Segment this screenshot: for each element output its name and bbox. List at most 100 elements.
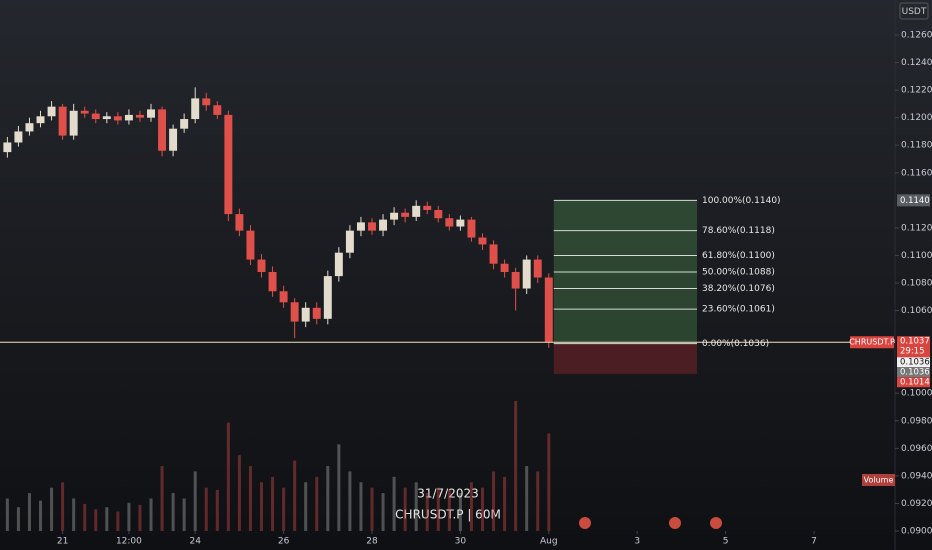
y-tick-label: 0.1260	[901, 31, 932, 41]
volume-bar	[94, 509, 98, 531]
volume-bar	[72, 498, 76, 531]
volume-bar	[149, 498, 153, 531]
y-tick-label: 0.1000	[901, 389, 932, 399]
entry-tag-bg	[897, 367, 930, 378]
volume-bar	[447, 489, 451, 531]
candle-body	[69, 110, 78, 136]
candle-body	[522, 259, 531, 289]
volume-bar	[39, 500, 43, 531]
candle-body	[456, 219, 465, 227]
candle-body	[533, 259, 542, 278]
volume-bar	[215, 489, 219, 531]
candle-body	[14, 131, 23, 143]
candle-body	[500, 263, 509, 272]
volume-bar	[536, 471, 540, 531]
volume-bar	[248, 466, 252, 531]
volume-bar	[293, 460, 297, 531]
candle-body	[345, 230, 354, 253]
candle-body	[489, 244, 498, 264]
fib-label: 100.00%(0.1140)	[702, 196, 781, 206]
volume-tag-bg	[862, 474, 895, 486]
candle-body	[356, 222, 365, 231]
volume-bar	[27, 493, 31, 531]
candle-body	[213, 105, 222, 115]
volume-bar	[370, 487, 374, 531]
fib-label: 38.20%(0.1076)	[702, 284, 775, 294]
candle-body	[290, 302, 299, 322]
fib-top-tag-bg	[897, 194, 930, 207]
quote-label: USDT	[902, 7, 927, 17]
candle-body	[235, 214, 244, 231]
y-tick-label: 0.0960	[901, 444, 932, 454]
y-tick-label: 0.1200	[901, 113, 932, 123]
candle-body	[412, 205, 421, 217]
candle-body	[158, 109, 167, 151]
volume-bar	[547, 433, 551, 531]
x-tick-label: 30	[455, 537, 467, 547]
quote-box	[899, 2, 929, 20]
candle-body	[246, 230, 255, 260]
volume-bar	[326, 466, 330, 531]
symbol-tag: CHRUSDT.P	[849, 338, 895, 347]
volume-bar	[138, 505, 142, 531]
volume-bar	[50, 487, 54, 531]
candle-body	[268, 271, 277, 292]
candle-body	[544, 277, 553, 343]
y-tick-label: 0.1160	[901, 168, 932, 178]
stop-tag: 0.1014	[900, 378, 930, 388]
x-tick-label: 26	[278, 537, 290, 547]
symbol-tag-bg	[850, 336, 894, 349]
volume-bar	[83, 503, 87, 531]
entry-tag-bg	[897, 357, 930, 368]
y-tick-label: 0.0940	[901, 471, 932, 481]
x-tick-label: Aug	[540, 537, 558, 547]
candle-body	[3, 142, 12, 153]
volume-bar	[171, 493, 175, 531]
x-tick-label: 24	[189, 537, 201, 547]
countdown: 29:15	[900, 347, 925, 357]
candle-body	[80, 110, 89, 114]
y-tick-label: 0.1240	[901, 58, 932, 68]
candle-body	[180, 119, 189, 129]
fib-label: 23.60%(0.1061)	[702, 305, 775, 315]
candle-body	[169, 128, 178, 151]
volume-bar	[337, 444, 341, 531]
candle-body	[368, 222, 376, 231]
fib-label: 50.00%(0.1088)	[702, 267, 775, 277]
volume-bar	[105, 507, 109, 531]
candle-body	[511, 271, 520, 289]
volume-bar	[359, 482, 363, 531]
volume-bar	[160, 466, 164, 531]
volume-bar	[226, 422, 230, 531]
current-price-tag: 0.1037	[900, 337, 930, 347]
volume-bar	[525, 466, 529, 531]
candle-body	[390, 212, 399, 220]
fib-label: 78.60%(0.1118)	[702, 226, 775, 236]
candle-body	[47, 106, 56, 117]
candle-body	[135, 114, 144, 118]
y-tick-label: 0.1120	[901, 223, 932, 233]
volume-bar	[492, 471, 496, 531]
volume-bar	[16, 507, 20, 531]
entry-tag: 0.1036	[900, 368, 930, 378]
candle-body	[312, 307, 321, 319]
y-tick-label: 0.1060	[901, 306, 932, 316]
candle-body	[401, 212, 410, 217]
volume-bar	[304, 482, 308, 531]
volume-bar	[381, 493, 385, 531]
candle-body	[434, 209, 443, 219]
candle-body	[147, 109, 155, 118]
symbol-label: CHRUSDT.P | 60M	[395, 508, 501, 522]
volume-bar	[392, 476, 396, 531]
candle-body	[102, 116, 111, 120]
candle-body	[36, 116, 45, 124]
date-label: 31/7/2023	[417, 487, 479, 501]
volume-bar	[260, 482, 264, 531]
fib-label: 61.80%(0.1100)	[702, 251, 775, 261]
volume-bar	[282, 487, 286, 531]
y-tick-label: 0.0980	[901, 416, 932, 426]
volume-bar	[237, 455, 241, 531]
candle-body	[25, 123, 34, 132]
candle-body	[379, 219, 388, 231]
event-icons	[579, 517, 722, 529]
